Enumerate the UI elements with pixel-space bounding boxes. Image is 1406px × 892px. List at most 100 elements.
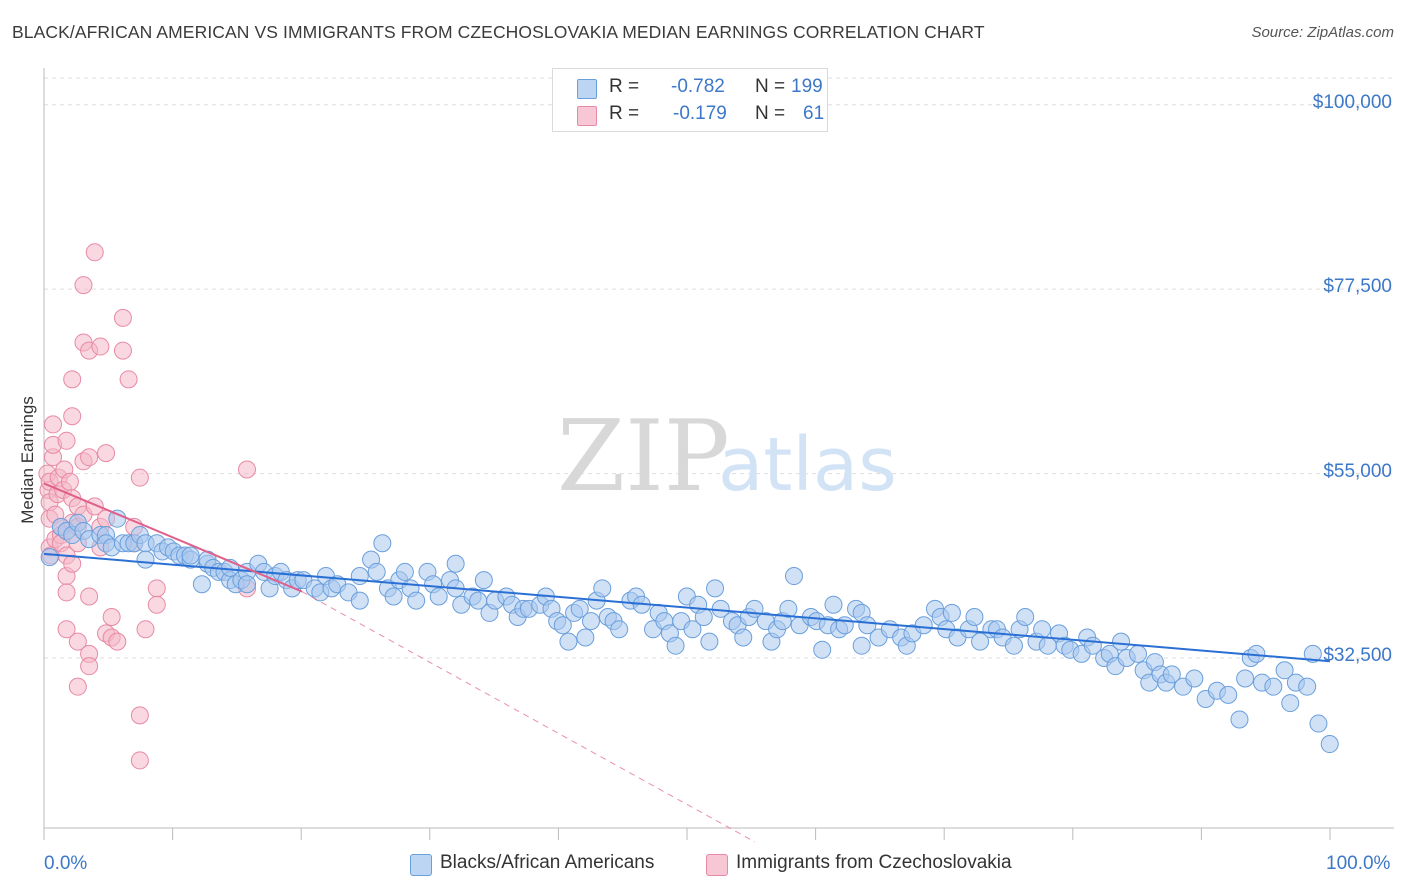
- black-african-american-point: [683, 620, 702, 639]
- czechoslovakia-point: [57, 620, 76, 639]
- black-african-american-point: [734, 628, 753, 647]
- czechoslovakia-point: [60, 472, 79, 491]
- black-african-american-point: [1185, 669, 1204, 688]
- black-african-american-point: [407, 591, 426, 610]
- y-tick-label: $32,500: [1323, 644, 1392, 666]
- czechoslovakia-point: [68, 632, 87, 651]
- czechoslovakia-point: [97, 444, 116, 463]
- black-african-american-point: [1320, 735, 1339, 754]
- czechoslovakia-point: [57, 583, 76, 602]
- czechoslovakia-points: [38, 243, 257, 770]
- czechoslovakia-point: [68, 677, 87, 696]
- czechoslovakia-point: [57, 431, 76, 450]
- black-african-american-point: [1303, 644, 1322, 663]
- legend-swatch-blue: [577, 79, 597, 99]
- legend-r-value: -0.179: [673, 103, 727, 124]
- axes: [43, 68, 1394, 840]
- black-african-american-point: [1264, 677, 1283, 696]
- black-african-american-point: [1236, 669, 1255, 688]
- legend-n-value: 199: [791, 76, 823, 97]
- legend-r-value: -0.782: [671, 76, 725, 97]
- czechoslovakia-point: [108, 632, 127, 651]
- black-african-american-point: [192, 575, 211, 594]
- czechoslovakia-point: [74, 276, 93, 295]
- black-african-american-point: [785, 567, 804, 586]
- black-african-american-point: [1230, 710, 1249, 729]
- black-african-american-point: [706, 579, 725, 598]
- black-african-american-point: [429, 587, 448, 606]
- legend-r-label: R =: [609, 76, 640, 97]
- czechoslovakia-point: [80, 587, 99, 606]
- watermark-atlas: atlas: [718, 422, 897, 508]
- black-african-american-point: [1298, 677, 1317, 696]
- black-african-american-point: [367, 562, 386, 581]
- czechoslovakia-point: [80, 448, 99, 467]
- black-african-american-point: [576, 628, 595, 647]
- black-african-american-point: [238, 575, 257, 594]
- black-african-american-point: [395, 562, 414, 581]
- series-swatch-pink: [706, 854, 728, 876]
- czechoslovakia-point: [85, 243, 104, 262]
- black-african-american-point: [384, 587, 403, 606]
- legend-r-label: R =: [609, 103, 640, 124]
- y-tick-label: $77,500: [1323, 276, 1392, 298]
- black-african-american-point: [1275, 661, 1294, 680]
- series-swatch-blue: [410, 854, 432, 876]
- black-african-american-point: [553, 616, 572, 635]
- black-african-american-point: [1281, 694, 1300, 713]
- black-african-american-point: [700, 632, 719, 651]
- black-african-american-point: [1309, 714, 1328, 733]
- black-african-american-point: [570, 599, 589, 618]
- black-african-american-point: [914, 616, 933, 635]
- czechoslovakia-point: [147, 595, 166, 614]
- watermark-zip: ZIP: [557, 400, 730, 514]
- watermark: ZIP atlas: [557, 400, 897, 514]
- black-african-american-point: [1128, 644, 1147, 663]
- black-african-american-point: [581, 612, 600, 631]
- black-african-american-point: [610, 620, 629, 639]
- czechoslovakia-point: [130, 706, 149, 725]
- czechoslovakia-point: [130, 751, 149, 770]
- black-african-american-point: [593, 579, 612, 598]
- black-african-american-point: [813, 640, 832, 659]
- czechoslovakia-trend-extension: [301, 591, 756, 843]
- chart-source: Source: ZipAtlas.com: [1251, 24, 1394, 41]
- czechoslovakia-point: [63, 370, 82, 389]
- czechoslovakia-point: [130, 468, 149, 487]
- series-legend: Blacks/African Americans Immigrants from…: [0, 852, 1406, 878]
- czechoslovakia-point: [238, 460, 257, 479]
- black-african-american-point: [350, 591, 369, 610]
- series-legend-label: Blacks/African Americans: [440, 852, 655, 873]
- czechoslovakia-point: [136, 620, 155, 639]
- x-tick-label-max: 100.0%: [1326, 853, 1391, 874]
- black-african-american-point: [350, 567, 369, 586]
- black-african-american-point: [474, 571, 493, 590]
- black-african-american-point: [858, 616, 877, 635]
- black-african-american-point: [373, 534, 392, 553]
- czechoslovakia-point: [44, 415, 63, 434]
- series-legend-label: Immigrants from Czechoslovakia: [736, 852, 1012, 873]
- chart-title: BLACK/AFRICAN AMERICAN VS IMMIGRANTS FRO…: [12, 22, 985, 42]
- black-african-american-point: [181, 546, 200, 565]
- czechoslovakia-point: [102, 608, 121, 627]
- black-african-american-points: [40, 509, 1339, 754]
- black-african-american-point: [1033, 620, 1052, 639]
- black-african-american-point: [965, 608, 984, 627]
- black-african-american-point: [1016, 608, 1035, 627]
- black-african-american-point: [1112, 632, 1131, 651]
- czechoslovakia-point: [63, 554, 82, 573]
- black-african-american-point: [136, 550, 155, 569]
- czechoslovakia-point: [119, 370, 138, 389]
- legend-n-label: N =: [755, 103, 786, 124]
- black-african-american-point: [694, 608, 713, 627]
- blacks-trend-line: [43, 552, 1331, 663]
- czechoslovakia-point: [80, 657, 99, 676]
- black-african-american-point: [1004, 636, 1023, 655]
- black-african-american-point: [824, 595, 843, 614]
- black-african-american-point: [942, 603, 961, 622]
- black-african-american-point: [852, 636, 871, 655]
- black-african-american-point: [559, 632, 578, 651]
- czechoslovakia-point: [91, 337, 110, 356]
- czechoslovakia-point: [113, 341, 132, 360]
